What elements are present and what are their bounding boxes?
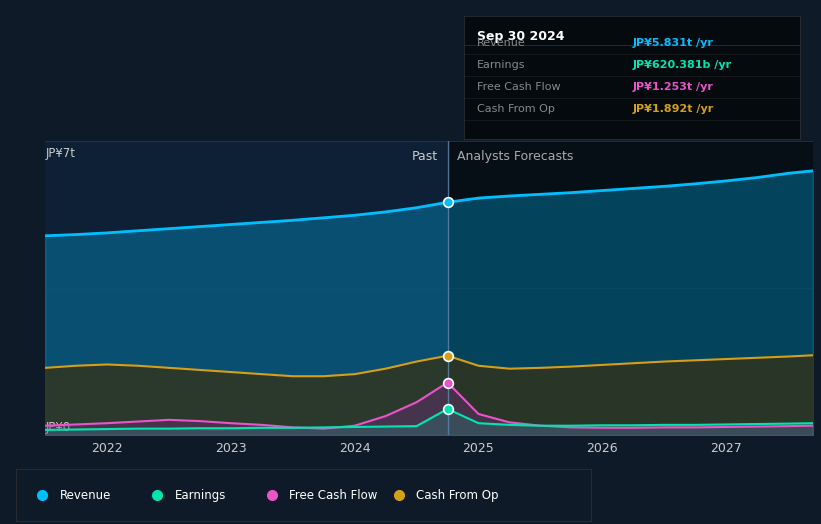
Text: Cash From Op: Cash From Op <box>416 489 498 501</box>
Bar <box>447 141 813 435</box>
Text: Sep 30 2024: Sep 30 2024 <box>477 30 565 43</box>
Text: Analysts Forecasts: Analysts Forecasts <box>457 150 574 163</box>
Text: Free Cash Flow: Free Cash Flow <box>290 489 378 501</box>
Text: Earnings: Earnings <box>477 60 525 70</box>
Text: Earnings: Earnings <box>175 489 226 501</box>
Text: Cash From Op: Cash From Op <box>477 104 555 114</box>
Bar <box>447 141 813 435</box>
Text: Revenue: Revenue <box>477 38 526 48</box>
Text: Free Cash Flow: Free Cash Flow <box>477 82 561 92</box>
Text: JP¥620.381b /yr: JP¥620.381b /yr <box>632 60 732 70</box>
Text: JP¥1.253t /yr: JP¥1.253t /yr <box>632 82 713 92</box>
Text: JP¥7t: JP¥7t <box>45 147 76 160</box>
Text: JP¥5.831t /yr: JP¥5.831t /yr <box>632 38 713 48</box>
Text: Revenue: Revenue <box>59 489 111 501</box>
Text: Past: Past <box>411 150 438 163</box>
Text: JP¥1.892t /yr: JP¥1.892t /yr <box>632 104 713 114</box>
Text: JP¥0: JP¥0 <box>45 421 71 434</box>
